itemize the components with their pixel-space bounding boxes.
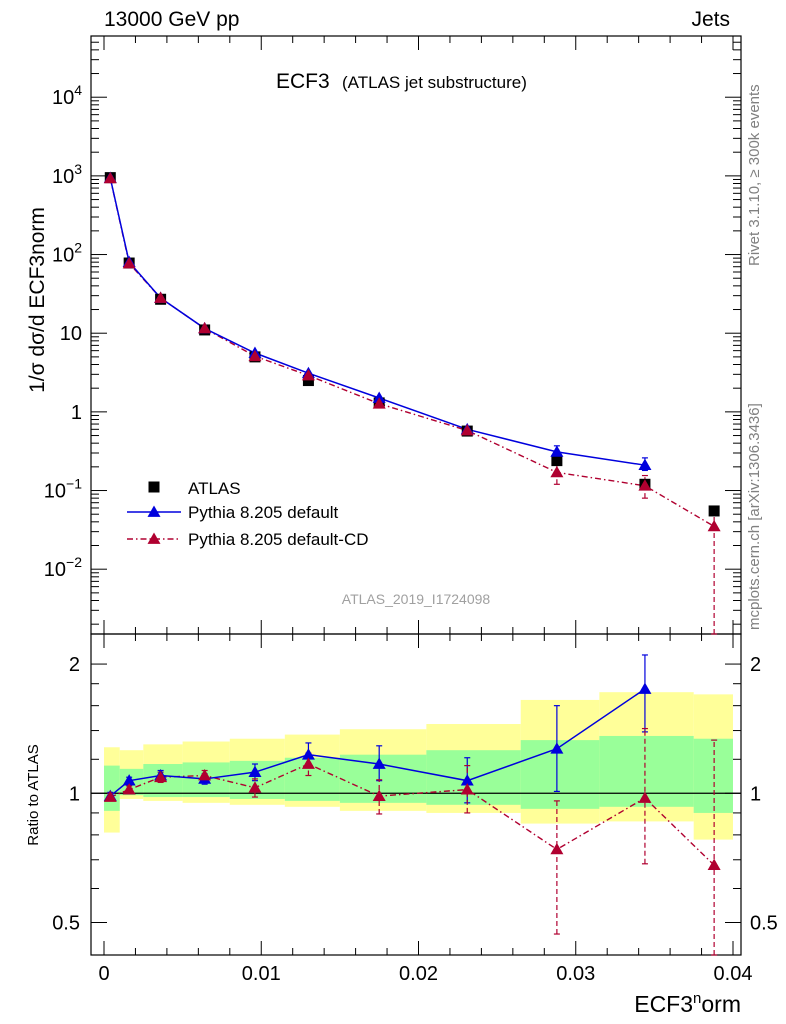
ratio-default-cd-point — [550, 842, 564, 855]
default-cd-point — [460, 423, 474, 436]
ratio-y-axis-title: Ratio to ATLAS — [25, 744, 42, 845]
ratio-y-tick-label: 2 — [69, 654, 80, 676]
main-y-tick-label: 10 — [60, 323, 82, 345]
chart-subtitle: (ATLAS jet substructure) — [342, 73, 527, 92]
main-y-axis-title: 1/σ dσ/d ECF3norm — [26, 207, 49, 393]
legend-label-default: Pythia 8.205 default — [188, 503, 339, 522]
ratio-y-tick-label: 0.5 — [52, 912, 80, 934]
atlas-point — [708, 505, 720, 517]
ratio-default-cd-point — [638, 791, 652, 803]
x-tick-label: 0.01 — [242, 963, 281, 985]
ratio-band-green — [693, 738, 733, 813]
main-y-axis-title-text: 1/σ dσ/d ECF3norm — [26, 207, 49, 393]
ratio-default-point — [550, 742, 564, 754]
x-tick-label: 0 — [98, 963, 109, 985]
default-cd-point — [707, 519, 721, 532]
main-y-tick-label: 10−2 — [44, 554, 82, 581]
x-tick-label: 0.02 — [399, 963, 438, 985]
ratio-default-cd-point — [154, 770, 168, 783]
legend-marker-atlas — [148, 481, 160, 493]
atlas-point — [551, 455, 563, 467]
default-point — [550, 445, 564, 457]
ratio-default-point — [301, 748, 315, 760]
ratio-line-default — [109, 688, 646, 797]
default-cd-point — [372, 397, 386, 409]
ratio-y-axis-title-text: Ratio to ATLAS — [25, 744, 42, 845]
default-cd-point — [198, 321, 212, 334]
default-point — [638, 458, 652, 471]
default-cd-point — [103, 171, 117, 184]
ratio-band-green — [426, 750, 521, 805]
atlas-point — [302, 375, 314, 387]
legend-marker-default — [147, 505, 161, 517]
ratio-default-point — [372, 757, 386, 769]
series-line-default — [109, 177, 646, 466]
ratio-band-green — [104, 765, 120, 811]
ratio-default-cd-point — [103, 790, 117, 802]
default-cd-point — [638, 479, 652, 491]
main-y-tick-label: 103 — [52, 161, 82, 188]
default-cd-point — [248, 349, 262, 362]
ratio-y-tick-label-right: 1 — [750, 783, 761, 805]
main-y-tick-label: 104 — [52, 82, 82, 109]
default-cd-point — [122, 256, 136, 269]
ratio-panel-frame — [90, 633, 742, 956]
ratio-default-cd-point — [372, 789, 386, 801]
ratio-default-cd-point — [460, 783, 474, 795]
x-tick-label: 0.03 — [556, 963, 595, 985]
legend-label-atlas: ATLAS — [188, 479, 241, 498]
main-y-tick-label: 102 — [52, 240, 82, 267]
header-process-label: 13000 GeV pp — [104, 8, 240, 31]
ratio-default-cd-point — [198, 769, 212, 781]
main-y-tick-label: 1 — [71, 402, 82, 424]
ratio-default-point — [248, 765, 262, 778]
ratio-band-green — [339, 754, 427, 803]
ratio-default-point — [638, 682, 652, 694]
series-line-default-cd — [109, 178, 715, 527]
default-cd-point — [154, 291, 168, 303]
ratio-default-point — [460, 774, 474, 786]
legend-label-default-cd: Pythia 8.205 default-CD — [188, 530, 369, 549]
ratio-y-tick-label-right: 2 — [750, 654, 761, 676]
ratio-default-point — [122, 774, 136, 786]
header-category-label: Jets — [691, 8, 730, 31]
chart-title: ECF3 — [276, 70, 330, 93]
ratio-default-cd-point — [248, 781, 262, 793]
ratio-default-cd-point — [122, 783, 136, 795]
default-cd-point — [550, 465, 564, 478]
legend-marker-default-cd — [147, 532, 161, 544]
x-axis-title: ECF3norm — [634, 990, 741, 1017]
ratio-default-cd-point — [707, 858, 721, 871]
x-tick-label: 0.04 — [714, 963, 753, 985]
main-y-tick-label: 10−1 — [44, 476, 82, 503]
ratio-y-tick-label-right: 0.5 — [750, 912, 778, 934]
default-cd-point — [301, 368, 315, 381]
analysis-id-label: ATLAS_2019_I1724098 — [342, 591, 491, 607]
ratio-y-tick-label: 1 — [69, 783, 80, 805]
ratio-default-cd-point — [301, 757, 315, 769]
ratio-band-green — [284, 757, 340, 801]
